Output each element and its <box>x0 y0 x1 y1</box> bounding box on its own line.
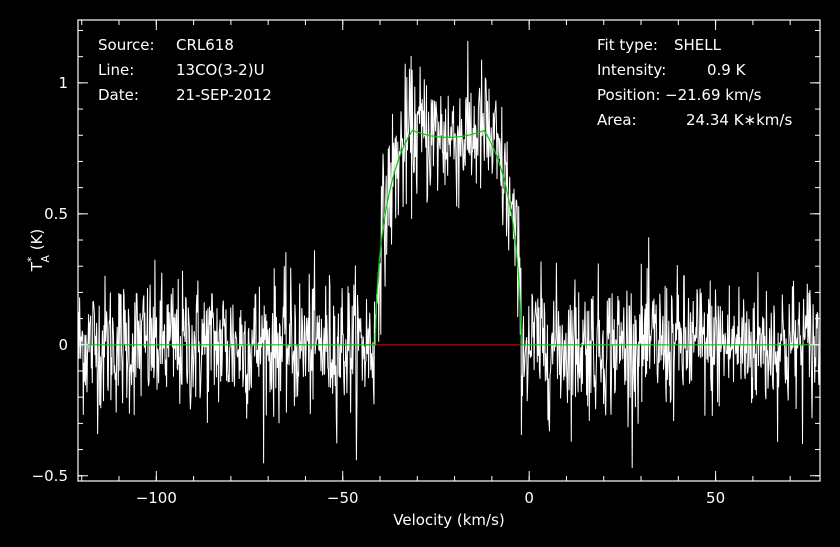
x-tick-label: −50 <box>327 489 359 507</box>
y-axis-label-main: T <box>28 261 46 272</box>
fit-position-label: Position: <box>597 86 660 104</box>
y-tick-label: −0.5 <box>32 467 68 485</box>
y-axis-label-text: T*A (K) <box>25 229 52 273</box>
spectrum-line <box>77 40 821 468</box>
header-left: Source: CRL618 Line: 13CO(3-2)U Date: 21… <box>98 36 272 104</box>
header-line-label: Line: <box>98 61 134 79</box>
header-line-value: 13CO(3-2)U <box>176 61 265 79</box>
fit-intensity-label: Intensity: <box>597 61 666 79</box>
data-layer <box>77 40 821 468</box>
header-source-label: Source: <box>98 36 155 54</box>
header-date-label: Date: <box>98 86 139 104</box>
x-tick-label: 0 <box>524 489 534 507</box>
y-tick-label: 0 <box>58 336 68 354</box>
fit-area-label: Area: <box>597 111 637 129</box>
fit-curve <box>78 129 820 346</box>
x-tick-label: 50 <box>706 489 725 507</box>
plot-frame <box>77 19 821 482</box>
y-axis-label-sub: A <box>39 255 52 263</box>
x-axis-label: Velocity (km/s) <box>393 511 504 529</box>
y-tick-label: 1 <box>58 74 68 92</box>
header-right: Fit type: SHELL Intensity: 0.9 K Positio… <box>597 36 792 129</box>
y-axis-label: T*A (K) <box>25 229 52 273</box>
fit-type-label: Fit type: <box>597 36 658 54</box>
axis-ticks: −100 −50 0 50 −0.5 0 0.5 1 <box>32 20 820 507</box>
fit-area-value: 24.34 K∗km/s <box>686 111 792 129</box>
fit-position-value: −21.69 km/s <box>665 86 762 104</box>
header-date-value: 21-SEP-2012 <box>176 86 272 104</box>
y-axis-label-sup: * <box>25 256 38 262</box>
y-axis-label-unit: (K) <box>28 229 46 255</box>
fit-type-value: SHELL <box>674 36 722 54</box>
y-tick-label: 0.5 <box>44 205 68 223</box>
fit-intensity-value: 0.9 K <box>707 61 747 79</box>
x-tick-label: −100 <box>136 489 177 507</box>
header-source-value: CRL618 <box>176 36 234 54</box>
